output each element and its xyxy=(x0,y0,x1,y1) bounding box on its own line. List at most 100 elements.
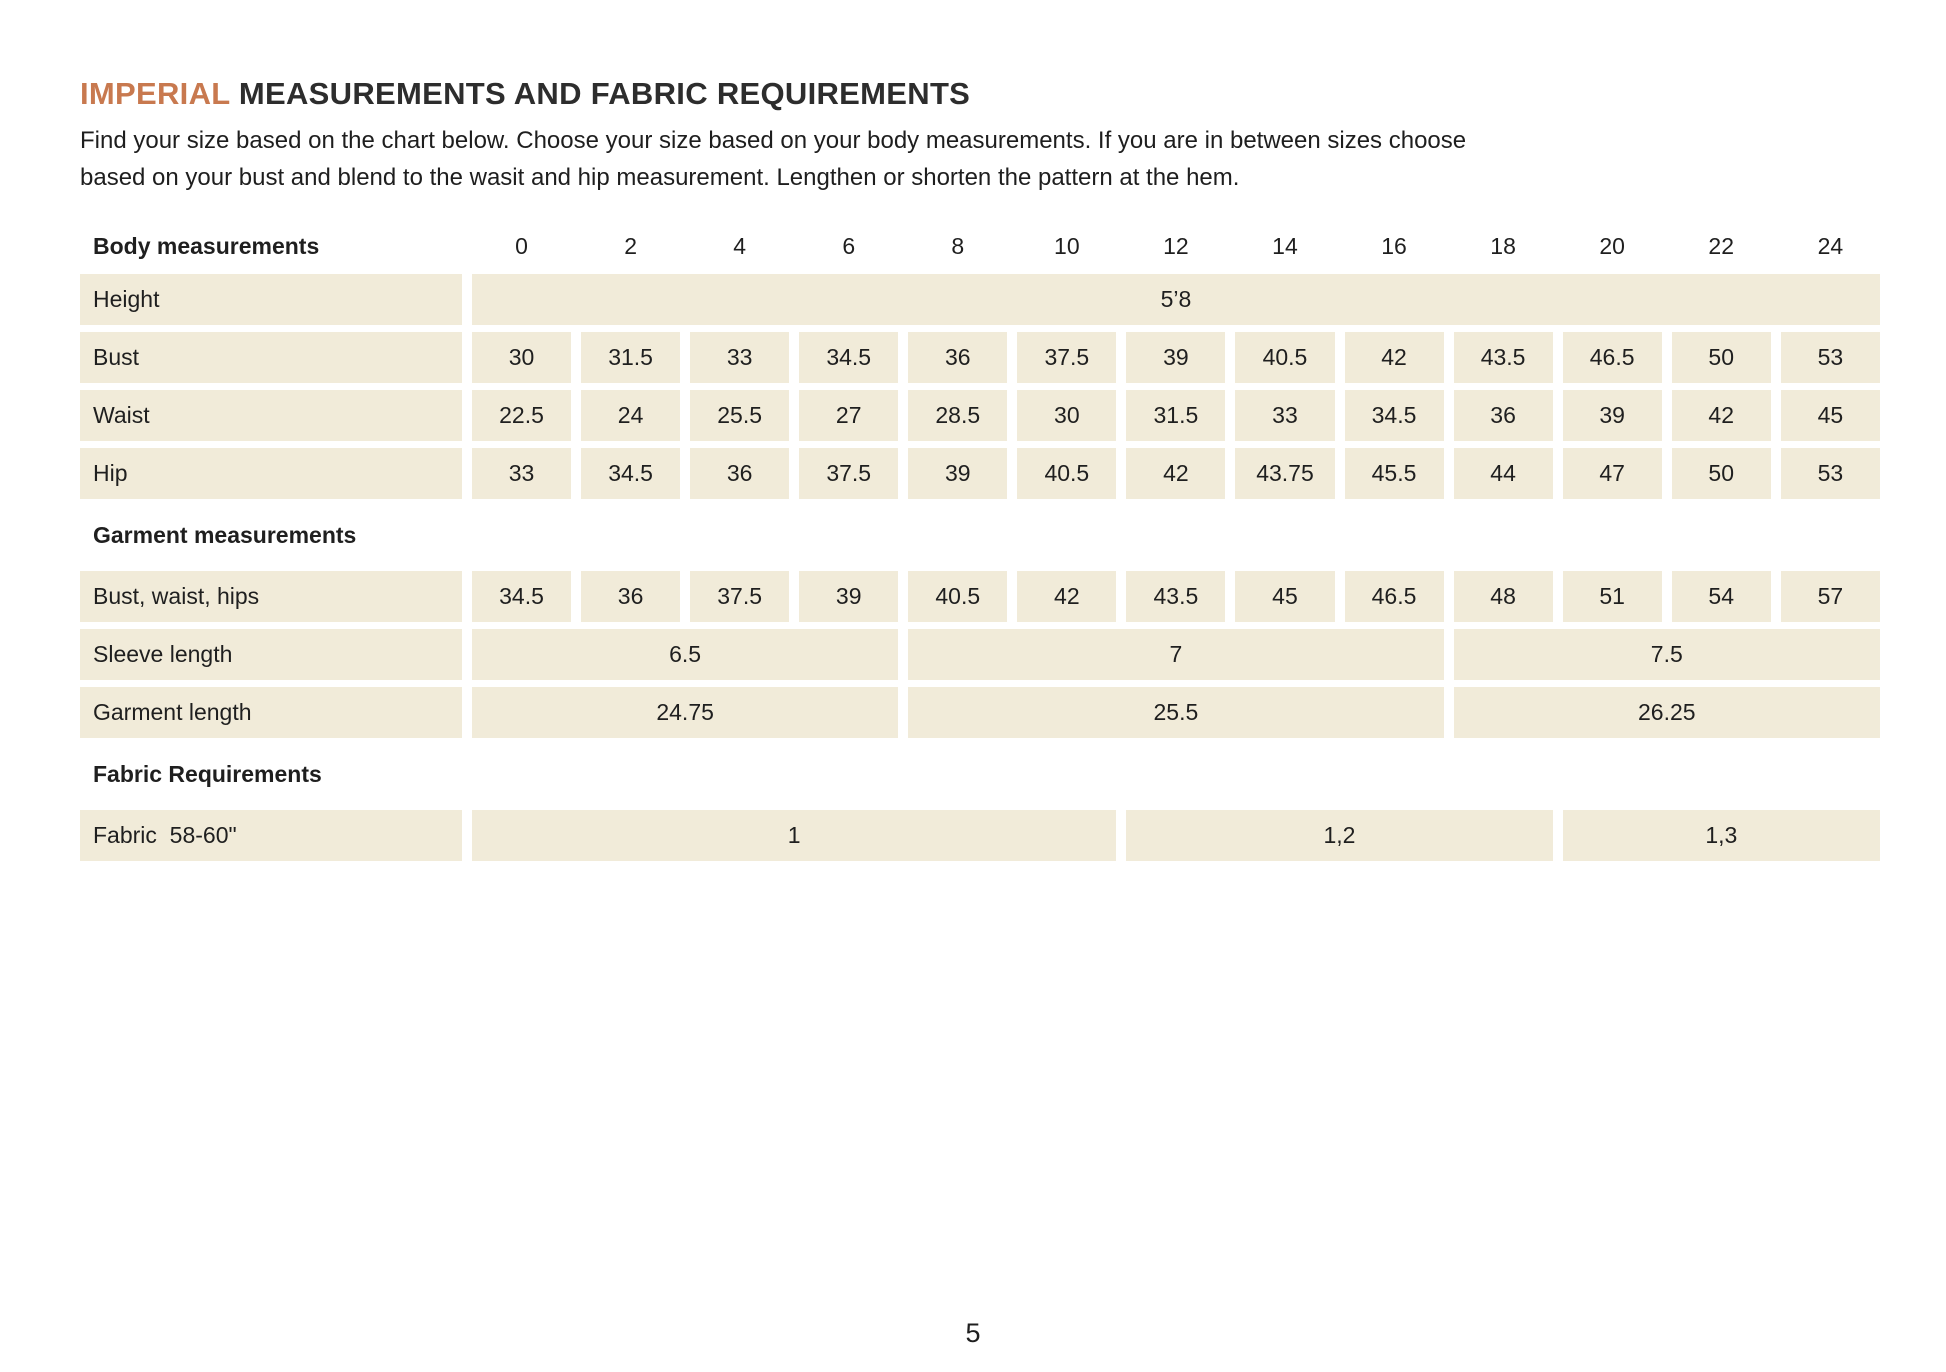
size-header: 16 xyxy=(1381,232,1407,259)
title-highlight: IMPERIAL xyxy=(80,76,230,111)
bwh-cell: 43.5 xyxy=(1126,571,1226,622)
row-label-hip: Hip xyxy=(80,448,462,499)
size-header: 18 xyxy=(1490,232,1516,259)
waist-cell: 36 xyxy=(1453,390,1553,441)
bust-cell: 46.5 xyxy=(1562,332,1662,383)
hip-cell: 44 xyxy=(1453,448,1553,499)
size-header: 10 xyxy=(1054,232,1080,259)
fabric-section-heading: Fabric Requirements xyxy=(93,760,322,787)
row-label-height: Height xyxy=(80,274,462,325)
waist-cell: 33 xyxy=(1235,390,1335,441)
fabric-group-cell: 1,3 xyxy=(1562,810,1880,861)
body-measurements-header: Body measurements xyxy=(93,232,320,259)
bust-cell: 33 xyxy=(690,332,790,383)
size-header: 12 xyxy=(1163,232,1189,259)
hip-cell: 33 xyxy=(472,448,572,499)
garment-section-heading: Garment measurements xyxy=(93,521,357,548)
bwh-cell: 40.5 xyxy=(908,571,1008,622)
row-fabric: Fabric 58-60" 1 1,2 1,3 xyxy=(80,810,1880,861)
size-header-row: Body measurements 0 2 4 6 8 10 12 14 16 … xyxy=(80,225,1880,267)
bwh-cell: 37.5 xyxy=(690,571,790,622)
intro-paragraph: Find your size based on the chart below.… xyxy=(80,122,1895,196)
size-header: 0 xyxy=(515,232,528,259)
row-label-sleeve-length: Sleeve length xyxy=(80,629,462,680)
page-number: 5 xyxy=(965,1318,981,1348)
height-value-cell: 5’8 xyxy=(472,274,1880,325)
row-sleeve-length: Sleeve length 6.5 7 7.5 xyxy=(80,629,1880,680)
row-hip: Hip 33 34.5 36 37.5 39 40.5 42 43.75 45.… xyxy=(80,448,1880,499)
bust-cell: 50 xyxy=(1671,332,1771,383)
bwh-cell: 48 xyxy=(1453,571,1553,622)
bwh-cell: 36 xyxy=(581,571,681,622)
bwh-cell: 57 xyxy=(1780,571,1880,622)
sleeve-group-cell: 7.5 xyxy=(1453,629,1880,680)
bust-cell: 36 xyxy=(908,332,1008,383)
garment-length-group-cell: 25.5 xyxy=(908,687,1444,738)
hip-cell: 40.5 xyxy=(1017,448,1117,499)
garment-length-group-cell: 26.25 xyxy=(1453,687,1880,738)
waist-cell: 22.5 xyxy=(472,390,572,441)
page-content: IMPERIAL MEASUREMENTS AND FABRIC REQUIRE… xyxy=(80,76,1895,868)
sleeve-group-cell: 7 xyxy=(908,629,1444,680)
waist-cell: 45 xyxy=(1780,390,1880,441)
row-label-bust-waist-hips: Bust, waist, hips xyxy=(80,571,462,622)
intro-line-2: based on your bust and blend to the wasi… xyxy=(80,164,1240,191)
garment-section-row: Garment measurements xyxy=(80,506,1880,564)
row-label-fabric: Fabric 58-60" xyxy=(80,810,462,861)
hip-cell: 50 xyxy=(1671,448,1771,499)
row-label-waist: Waist xyxy=(80,390,462,441)
bust-cell: 30 xyxy=(472,332,572,383)
intro-line-1: Find your size based on the chart below.… xyxy=(80,127,1467,154)
size-header: 24 xyxy=(1817,232,1844,259)
bwh-cell: 51 xyxy=(1562,571,1662,622)
row-waist: Waist 22.5 24 25.5 27 28.5 30 31.5 33 34… xyxy=(80,390,1880,441)
bust-cell: 42 xyxy=(1344,332,1444,383)
waist-cell: 28.5 xyxy=(908,390,1008,441)
size-header: 8 xyxy=(951,232,965,259)
row-bust: Bust 30 31.5 33 34.5 36 37.5 39 40.5 42 … xyxy=(80,332,1880,383)
row-bust-waist-hips: Bust, waist, hips 34.5 36 37.5 39 40.5 4… xyxy=(80,571,1880,622)
hip-cell: 45.5 xyxy=(1344,448,1444,499)
waist-cell: 24 xyxy=(581,390,681,441)
waist-cell: 30 xyxy=(1017,390,1117,441)
waist-cell: 42 xyxy=(1671,390,1771,441)
fabric-group-cell: 1,2 xyxy=(1126,810,1553,861)
hip-cell: 47 xyxy=(1562,448,1662,499)
size-header: 2 xyxy=(624,232,637,259)
bust-cell: 53 xyxy=(1780,332,1880,383)
waist-cell: 34.5 xyxy=(1344,390,1444,441)
size-header: 14 xyxy=(1272,232,1298,259)
waist-cell: 31.5 xyxy=(1126,390,1226,441)
bust-cell: 40.5 xyxy=(1235,332,1335,383)
row-height: Height 5’8 xyxy=(80,274,1880,325)
bust-cell: 34.5 xyxy=(799,332,899,383)
bust-cell: 43.5 xyxy=(1453,332,1553,383)
bwh-cell: 39 xyxy=(799,571,899,622)
fabric-section-row: Fabric Requirements xyxy=(80,745,1880,803)
hip-cell: 39 xyxy=(908,448,1008,499)
waist-cell: 39 xyxy=(1562,390,1662,441)
hip-cell: 53 xyxy=(1780,448,1880,499)
title-rest: MEASUREMENTS AND FABRIC REQUIREMENTS xyxy=(229,76,971,111)
size-header: 20 xyxy=(1599,232,1625,259)
hip-cell: 42 xyxy=(1126,448,1226,499)
fabric-group-cell: 1 xyxy=(472,810,1117,861)
bwh-cell: 46.5 xyxy=(1344,571,1444,622)
bust-cell: 31.5 xyxy=(581,332,681,383)
hip-cell: 34.5 xyxy=(581,448,681,499)
bust-cell: 39 xyxy=(1126,332,1226,383)
sleeve-group-cell: 6.5 xyxy=(472,629,899,680)
bwh-cell: 42 xyxy=(1017,571,1117,622)
bust-cell: 37.5 xyxy=(1017,332,1117,383)
page-title: IMPERIAL MEASUREMENTS AND FABRIC REQUIRE… xyxy=(80,76,1895,112)
size-chart-table: Body measurements 0 2 4 6 8 10 12 14 16 … xyxy=(70,218,1890,868)
size-header: 4 xyxy=(733,232,747,259)
garment-length-group-cell: 24.75 xyxy=(472,687,899,738)
row-label-garment-length: Garment length xyxy=(80,687,462,738)
row-garment-length: Garment length 24.75 25.5 26.25 xyxy=(80,687,1880,738)
hip-cell: 37.5 xyxy=(799,448,899,499)
bwh-cell: 54 xyxy=(1671,571,1771,622)
bwh-cell: 45 xyxy=(1235,571,1335,622)
size-header: 22 xyxy=(1708,232,1735,259)
size-header: 6 xyxy=(842,232,856,259)
